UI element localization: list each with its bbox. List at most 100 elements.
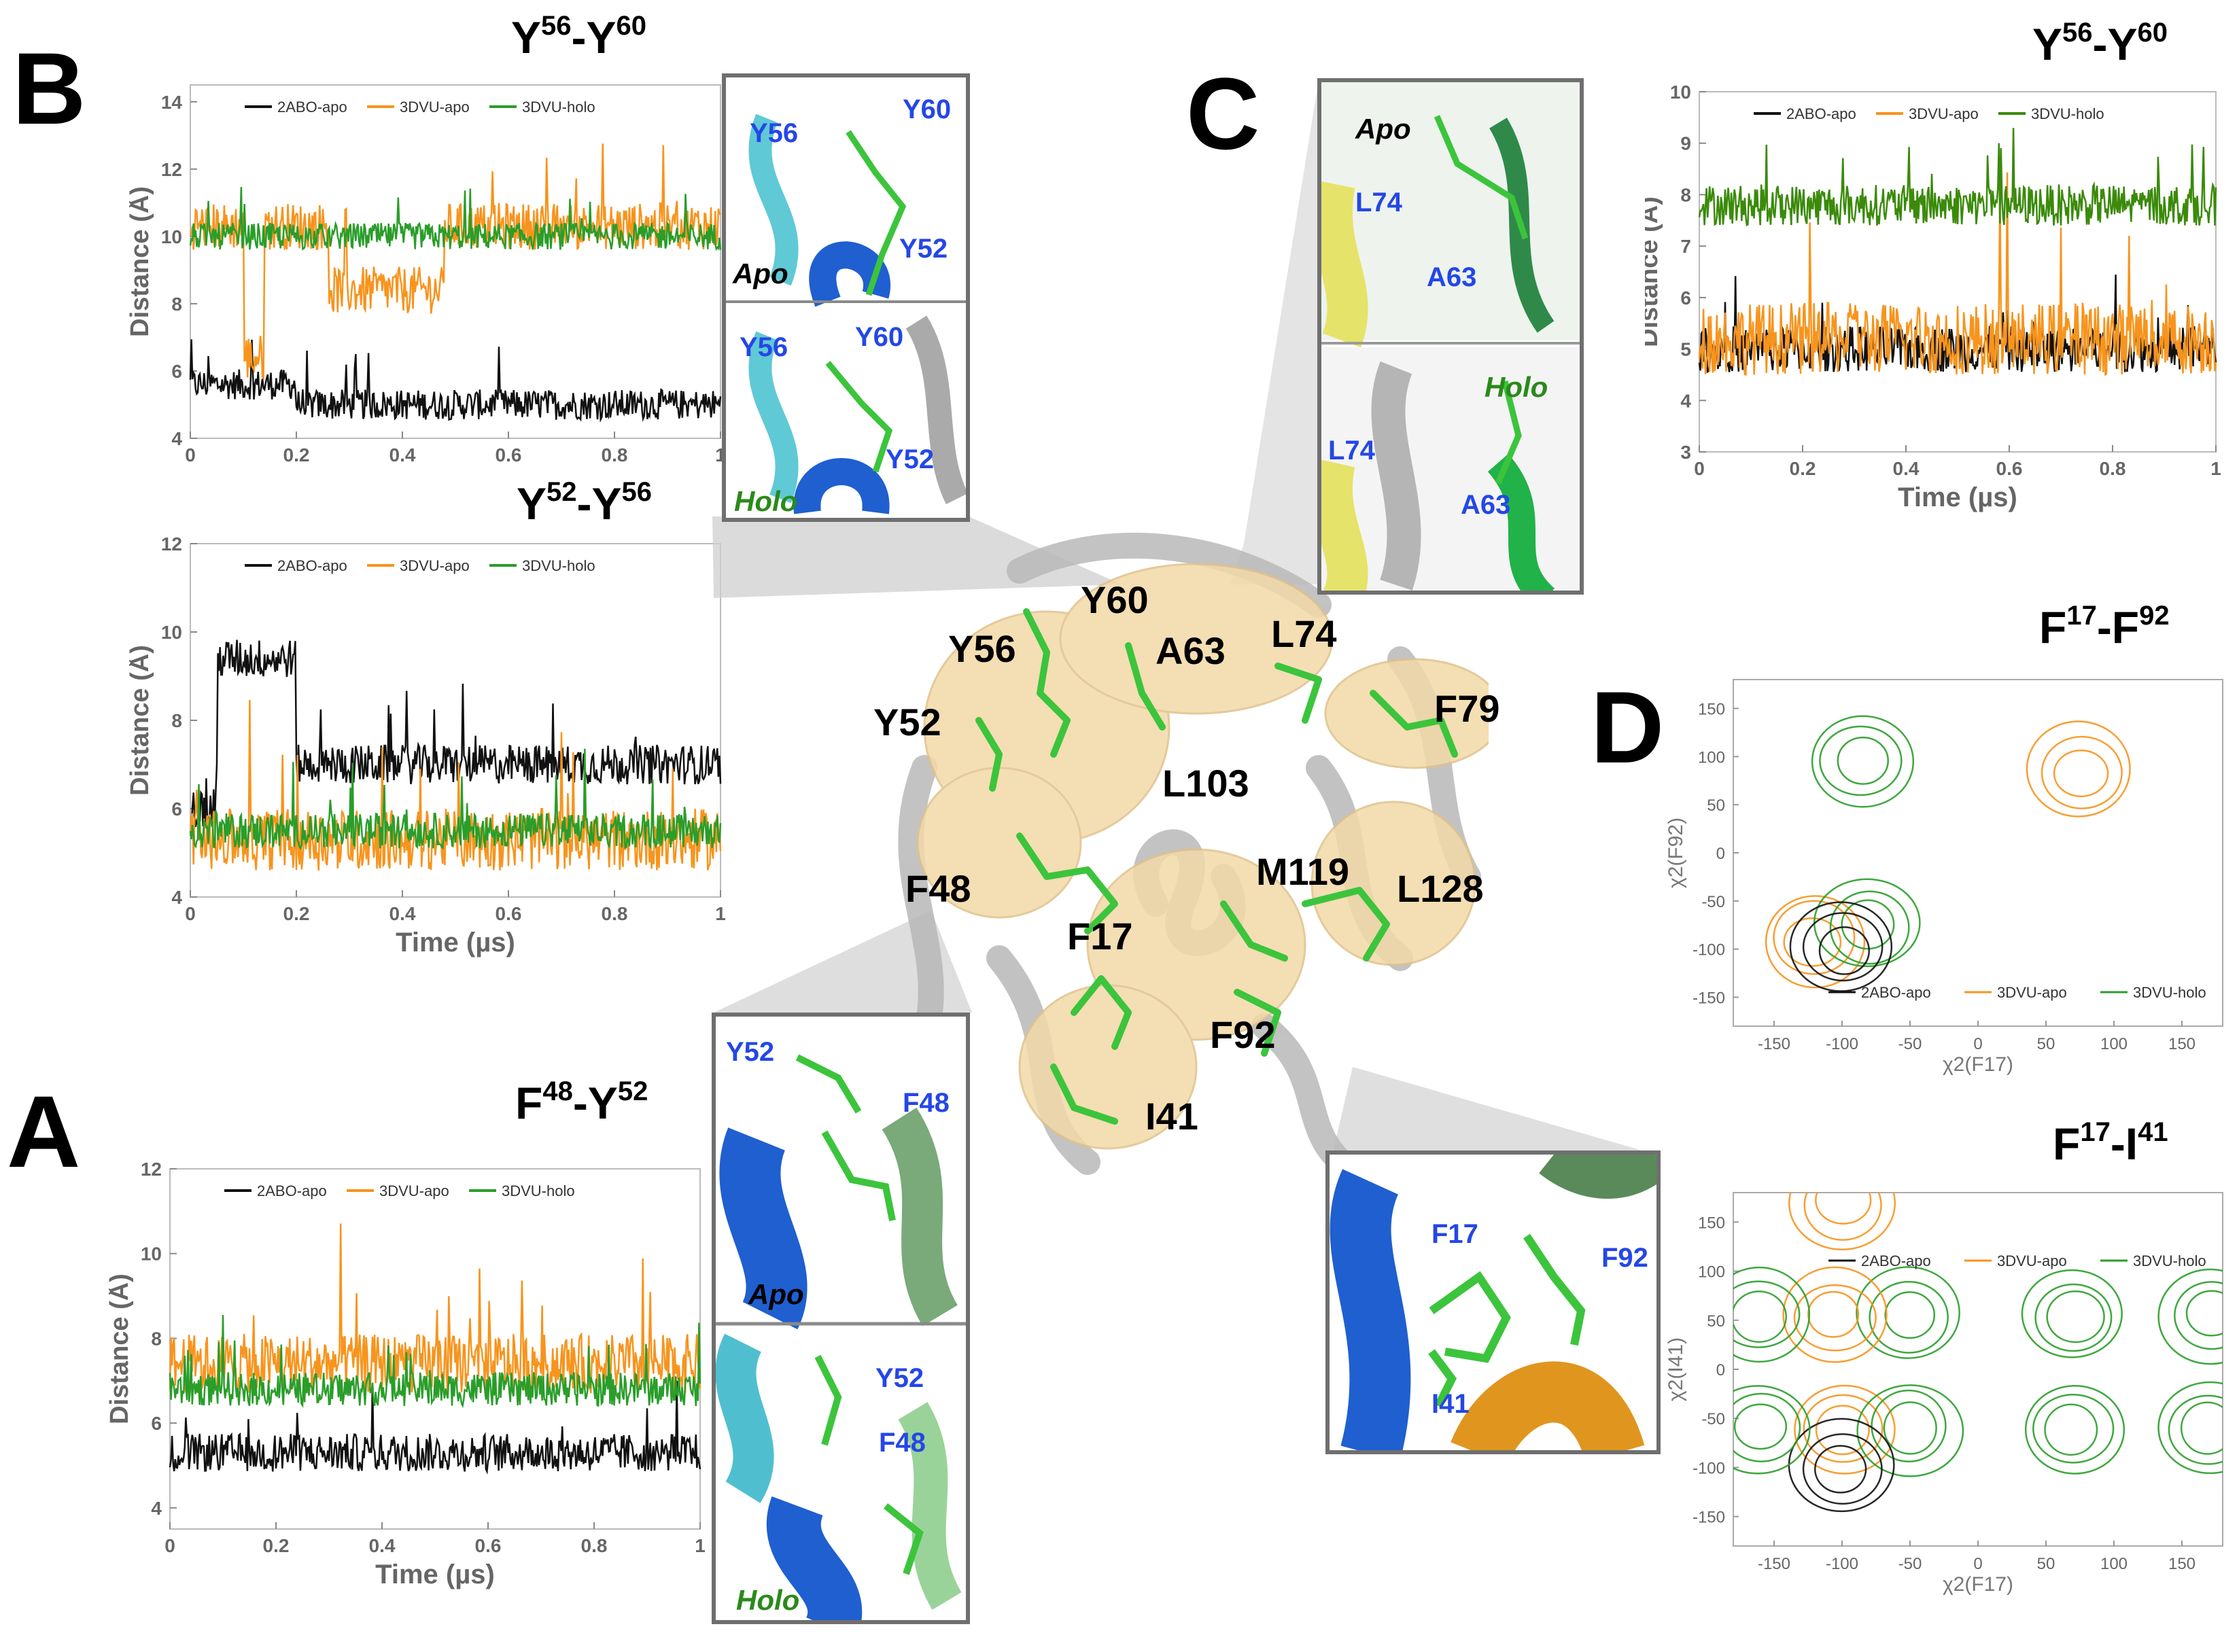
legend-label: 2ABO-apo — [1786, 105, 1856, 122]
title-b-y56-y60: Y56-Y60 — [511, 11, 647, 63]
x-tick-label: 1 — [715, 903, 726, 924]
x-tick-label: 0.2 — [1790, 458, 1816, 479]
y-tick-label: -150 — [1693, 989, 1725, 1008]
legend-label: 3DVU-holo — [522, 557, 595, 574]
inset-d-label-f92: F92 — [1601, 1243, 1648, 1273]
inset-c: Apo L74 A63 Holo L74 A63 — [1317, 78, 1584, 595]
contour-3DVU-holo — [1733, 1266, 1811, 1363]
sidechain — [1071, 975, 1132, 1050]
x-tick-label: 0.6 — [1996, 458, 2023, 479]
y-axis-label: χ2(F92) — [1665, 818, 1687, 888]
inset-a-apo-label: Apo — [748, 1278, 804, 1310]
contour-3DVU-holo — [2044, 1403, 2098, 1456]
sidechain — [1434, 115, 1529, 240]
residue-label-y52: Y52 — [873, 701, 941, 743]
contour-3DVU-holo — [1841, 899, 1895, 950]
sidechain — [1220, 900, 1288, 962]
y-tick-label: 0 — [1716, 845, 1725, 863]
x-tick-label: 0.8 — [581, 1535, 608, 1556]
x-tick-label: -100 — [1826, 1035, 1858, 1053]
y-tick-label: 150 — [1698, 701, 1725, 719]
series-line-2ABO-apo — [189, 339, 722, 423]
y-tick-label: 12 — [161, 159, 182, 180]
series-line-3DVU-holo — [1698, 128, 2217, 227]
x-tick-label: 0.4 — [1893, 458, 1920, 479]
sidechain — [1050, 1064, 1118, 1125]
contour-3DVU-holo — [1733, 1392, 1801, 1462]
x-tick-label: 0.6 — [496, 444, 522, 465]
y-tick-label: 6 — [1680, 287, 1691, 309]
sidechain — [814, 1354, 842, 1446]
inset-c-label-l74: L74 — [1355, 188, 1402, 217]
residue-label-f17: F17 — [1067, 915, 1133, 957]
residue-label-a63: A63 — [1156, 629, 1226, 672]
inset-a-label-y52-holo: Y52 — [875, 1363, 924, 1393]
legend-label: 3DVU-apo — [379, 1182, 449, 1199]
series-line-3DVU-apo — [169, 1223, 701, 1394]
inset-a-holo-label: Holo — [736, 1584, 800, 1616]
contour-3DVU-holo — [1869, 1280, 1949, 1354]
helix-ribbon — [1487, 453, 1555, 591]
sidechain — [1016, 832, 1118, 934]
contour-3DVU-holo — [1819, 725, 1903, 796]
y-tick-label: 150 — [1698, 1214, 1725, 1232]
panel-letter-a: A — [7, 1074, 81, 1189]
contour-2ABO-apo — [1814, 1445, 1867, 1494]
contour-3DVU-apo — [2053, 750, 2109, 798]
y-tick-label: 6 — [171, 798, 182, 820]
y-tick-label: 14 — [161, 92, 183, 113]
sidechain — [821, 1130, 896, 1221]
inset-c-drawing — [1321, 82, 1580, 591]
sidechain — [1495, 380, 1522, 485]
residue-label-m119: M119 — [1256, 850, 1349, 893]
sidechain — [1274, 663, 1322, 724]
connector-c — [1230, 88, 1317, 584]
sidechain — [1125, 642, 1166, 731]
x-tick-label: 50 — [2037, 1555, 2055, 1573]
connector-d — [1332, 1067, 1659, 1155]
contour-3DVU-apo — [1794, 1384, 1896, 1475]
contour-2ABO-apo — [1818, 926, 1871, 975]
residue-label-f48: F48 — [905, 867, 971, 910]
x-tick-label: 0.8 — [602, 903, 628, 924]
contour-3DVU-holo — [2157, 1381, 2223, 1475]
legend-label: 2ABO-apo — [1861, 1252, 1931, 1269]
series-line-3DVU-apo — [1698, 172, 2217, 376]
x-axis-label: Time (µs) — [1898, 482, 2017, 512]
inset-d-label-i41: I41 — [1431, 1389, 1470, 1419]
x-tick-label: 0 — [1973, 1035, 1982, 1053]
x-tick-label: 1 — [695, 1535, 706, 1556]
contour-3DVU-apo — [1815, 1193, 1872, 1225]
sidechain — [795, 1054, 862, 1114]
x-tick-label: -150 — [1758, 1035, 1790, 1053]
contour-3DVU-holo — [2046, 1290, 2105, 1343]
legend-label: 3DVU-holo — [2031, 105, 2104, 122]
y-axis-label: Distance (Å) — [1645, 196, 1663, 347]
y-tick-label: 8 — [171, 710, 182, 731]
contour-3DVU-apo — [1793, 1284, 1877, 1352]
panel-letter-b: B — [12, 31, 86, 145]
sidechain — [975, 717, 1003, 792]
y-axis-label: χ2(I41) — [1665, 1337, 1687, 1401]
sidechain — [825, 361, 893, 473]
legend-label: 3DVU-holo — [2133, 1252, 2206, 1269]
inset-b-label-y52: Y52 — [899, 234, 948, 264]
y-tick-label: 4 — [171, 887, 182, 908]
y-axis-label: Distance (Å) — [109, 1273, 134, 1424]
y-tick-label: 4 — [1680, 390, 1691, 411]
y-tick-label: 50 — [1707, 1312, 1725, 1331]
x-axis-label: Time (µs) — [396, 928, 515, 957]
legend-label: 3DVU-apo — [1997, 984, 2067, 1001]
y-tick-label: 7 — [1680, 236, 1691, 257]
contour-3DVU-apo — [1788, 1193, 1896, 1250]
residue-label-f79: F79 — [1434, 687, 1500, 730]
inset-b-label-y52-holo: Y52 — [886, 444, 935, 474]
plot-frame — [1699, 91, 2217, 453]
contour-3DVU-holo — [2174, 1281, 2223, 1350]
contour-3DVU-holo — [1811, 715, 1915, 808]
title-c-y56-y60: Y56-Y60 — [2032, 18, 2168, 69]
inset-b-label-y60: Y60 — [903, 94, 952, 124]
contour-3DVU-apo — [1807, 1290, 1860, 1338]
chart-d-f17-f92: -150 -100 -50 0 50 100 150 150 100 50 0 -50 -100 -150… — [1665, 679, 2223, 1076]
y-tick-label: -150 — [1693, 1509, 1725, 1527]
